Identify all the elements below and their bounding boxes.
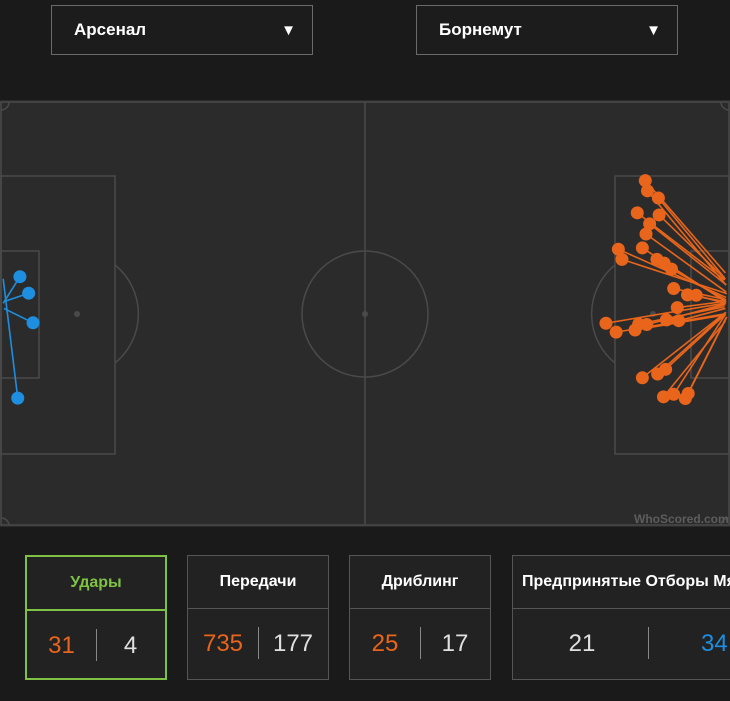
away-shot-point[interactable] bbox=[639, 227, 653, 241]
away-shot-point[interactable] bbox=[643, 217, 657, 231]
away-shot-point[interactable] bbox=[667, 282, 681, 296]
away-shot-line bbox=[646, 190, 727, 286]
away-shots-layer bbox=[599, 174, 728, 406]
divider bbox=[96, 629, 97, 661]
away-shot-line bbox=[645, 233, 727, 293]
divider bbox=[420, 627, 421, 659]
home-shot-point[interactable] bbox=[26, 316, 40, 330]
away-shot-point[interactable] bbox=[635, 371, 649, 385]
tab-passes[interactable]: Передачи 735 177 bbox=[187, 555, 329, 680]
tab-dribbles[interactable]: Дриблинг 25 17 bbox=[349, 555, 491, 680]
watermark-logo: WhoScored.com bbox=[634, 512, 729, 526]
away-shot-point[interactable] bbox=[652, 208, 666, 222]
passes-away-value: 177 bbox=[272, 630, 314, 657]
corner-arc bbox=[0, 517, 10, 526]
tackles-home-value: 21 bbox=[568, 630, 596, 657]
left-penalty-arc bbox=[114, 264, 140, 364]
away-shot-line bbox=[657, 311, 727, 375]
left-penalty-spot bbox=[74, 311, 80, 317]
tab-tackles[interactable]: Предпринятые Отборы Мяча 21 34 bbox=[512, 555, 730, 680]
pitch-markings bbox=[0, 101, 730, 526]
chevron-down-icon: ▼ bbox=[281, 21, 296, 39]
left-six-yard-box bbox=[0, 250, 40, 379]
away-shot-line bbox=[677, 300, 727, 309]
corner-arc bbox=[720, 517, 730, 526]
dribbles-home-value: 25 bbox=[371, 630, 399, 657]
away-shot-point[interactable] bbox=[681, 288, 695, 302]
dribbles-away-value: 17 bbox=[441, 630, 469, 657]
away-shot-point[interactable] bbox=[640, 317, 654, 331]
divider bbox=[648, 627, 649, 659]
tab-tackles-label: Предпринятые Отборы Мяча bbox=[513, 556, 730, 609]
away-shot-point[interactable] bbox=[635, 241, 649, 255]
away-shot-point[interactable] bbox=[681, 386, 695, 400]
away-shot-line bbox=[673, 315, 726, 395]
tackles-away-value: 34 bbox=[701, 630, 728, 657]
away-shot-point[interactable] bbox=[615, 252, 629, 266]
away-shot-line bbox=[665, 313, 726, 370]
chevron-down-icon: ▼ bbox=[646, 21, 661, 39]
divider bbox=[258, 627, 259, 659]
right-penalty-arc bbox=[590, 264, 616, 364]
pitch bbox=[0, 100, 730, 527]
away-shot-point[interactable] bbox=[670, 301, 684, 315]
away-shot-line bbox=[678, 307, 726, 322]
home-shot-point[interactable] bbox=[11, 391, 25, 405]
away-shot-line bbox=[658, 214, 726, 280]
away-shot-point[interactable] bbox=[659, 313, 673, 327]
away-shot-point[interactable] bbox=[611, 242, 625, 256]
away-shot-point[interactable] bbox=[667, 387, 681, 401]
home-shot-point[interactable] bbox=[13, 270, 27, 284]
shot-map bbox=[0, 100, 730, 527]
home-team-dropdown[interactable]: Арсенал ▼ bbox=[51, 5, 313, 55]
away-shot-point[interactable] bbox=[656, 390, 670, 404]
home-shots-layer bbox=[2, 270, 40, 405]
away-shot-point[interactable] bbox=[640, 184, 654, 198]
tab-dribbles-label: Дриблинг bbox=[350, 556, 490, 609]
tab-passes-label: Передачи bbox=[188, 556, 328, 609]
corner-arc bbox=[0, 101, 10, 111]
tab-shots-label: Удары bbox=[27, 557, 165, 611]
away-team-label: Борнемут bbox=[439, 20, 522, 39]
passes-home-value: 735 bbox=[202, 630, 244, 657]
away-shot-point[interactable] bbox=[630, 206, 644, 220]
away-shot-line bbox=[657, 197, 726, 279]
shots-away-value: 4 bbox=[123, 632, 138, 659]
away-shot-point[interactable] bbox=[672, 314, 686, 328]
away-shot-point[interactable] bbox=[651, 191, 665, 205]
away-shot-point[interactable] bbox=[659, 362, 673, 376]
home-shot-point[interactable] bbox=[22, 286, 36, 300]
away-shot-line bbox=[662, 320, 726, 398]
tab-shots[interactable]: Удары 31 4 bbox=[25, 555, 167, 680]
away-shot-point[interactable] bbox=[638, 174, 652, 188]
center-circle bbox=[301, 250, 429, 378]
right-six-yard-box bbox=[690, 250, 730, 379]
pitch-spots bbox=[74, 311, 656, 317]
home-team-label: Арсенал bbox=[74, 20, 147, 39]
away-shot-point[interactable] bbox=[599, 316, 613, 330]
away-shot-point[interactable] bbox=[650, 252, 664, 266]
away-shot-line bbox=[621, 258, 728, 295]
away-team-dropdown[interactable]: Борнемут ▼ bbox=[416, 5, 678, 55]
center-spot bbox=[362, 311, 368, 317]
away-shot-line bbox=[605, 302, 727, 325]
shots-home-value: 31 bbox=[48, 632, 75, 659]
away-shot-line bbox=[687, 316, 728, 394]
corner-arc bbox=[720, 101, 730, 111]
away-shot-line bbox=[641, 312, 726, 379]
away-shot-point[interactable] bbox=[609, 325, 623, 339]
away-shot-line bbox=[649, 223, 727, 286]
